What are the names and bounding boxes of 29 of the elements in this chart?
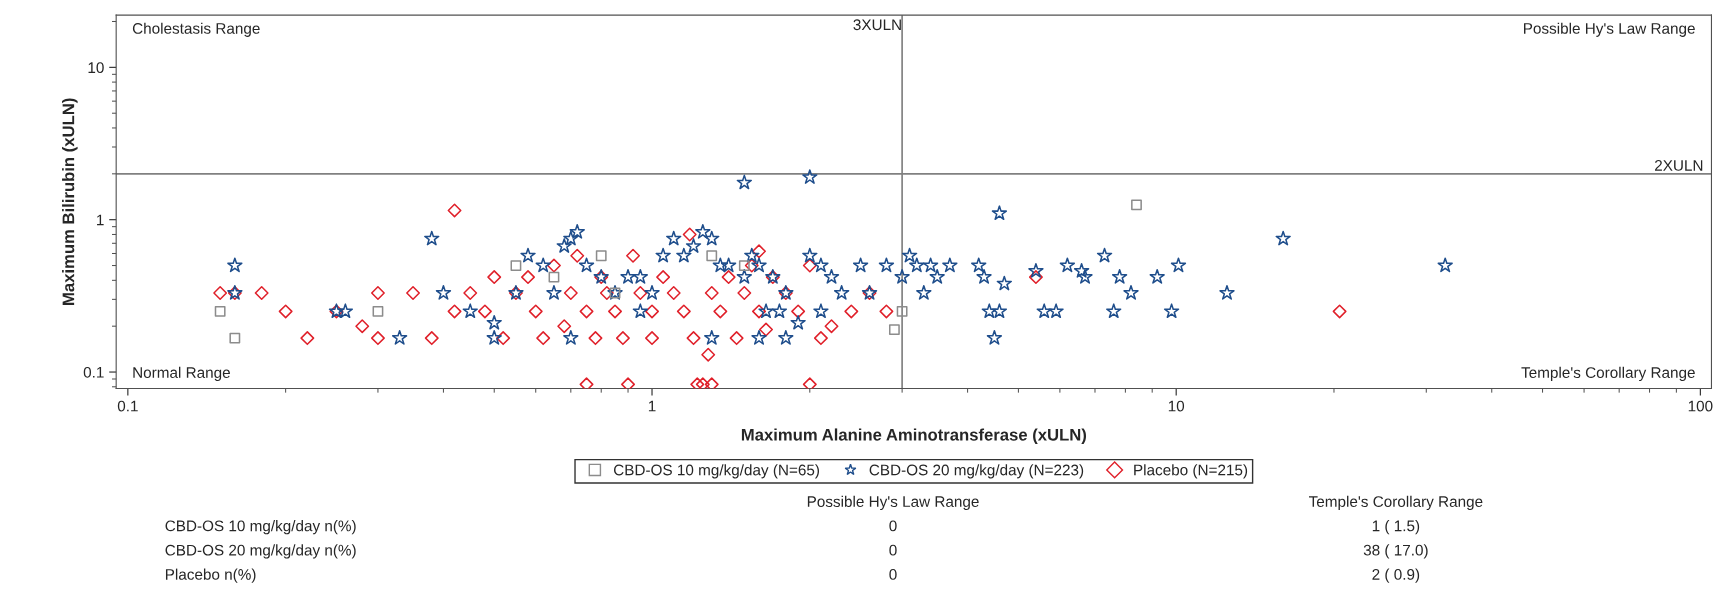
ref-line-label: 3XULN: [853, 19, 901, 31]
text: 2 ( 0.9): [1372, 568, 1420, 583]
legend-label: CBD-OS 10 mg/kg/day (N=65): [613, 464, 820, 479]
y-tick-label: 10: [88, 62, 104, 74]
y-axis-title: Maximum Bilirubin (xULN): [62, 98, 78, 305]
annotation: Normal Range: [133, 366, 230, 382]
x-tick-label: 100: [1688, 400, 1713, 412]
text: CBD-OS 10 mg/kg/day n(%): [165, 520, 356, 535]
text: Possible Hy's Law Range: [807, 495, 979, 511]
text: Placebo n(%): [165, 568, 256, 583]
text: 0: [889, 544, 897, 556]
x-axis-title: Maximum Alanine Aminotransferase (xULN): [741, 428, 1087, 444]
text: CBD-OS 20 mg/kg/day n(%): [165, 544, 356, 559]
y-tick-label: 0.1: [83, 366, 104, 378]
legend-label: Placebo (N=215): [1134, 464, 1248, 479]
text: Temple's Corollary Range: [1309, 495, 1483, 511]
annotation: Cholestasis Range: [132, 22, 260, 37]
ref-line-label: 2XULN: [1655, 159, 1703, 171]
y-tick-label: 1: [97, 214, 104, 226]
text: 0: [889, 569, 897, 580]
text: 38 ( 17.0): [1363, 544, 1428, 559]
x-tick-label: 0.1: [117, 400, 138, 412]
text: 0: [889, 520, 897, 532]
annotation: Temple's Corollary Range: [1521, 366, 1695, 382]
annotation: Possible Hy's Law Range: [1524, 22, 1695, 37]
x-tick-label: 10: [1168, 400, 1185, 412]
text: 1 ( 1.5): [1372, 520, 1420, 535]
x-tick-label: 1: [648, 400, 656, 412]
legend-label: CBD-OS 20 mg/kg/day (N=223): [869, 464, 1084, 479]
